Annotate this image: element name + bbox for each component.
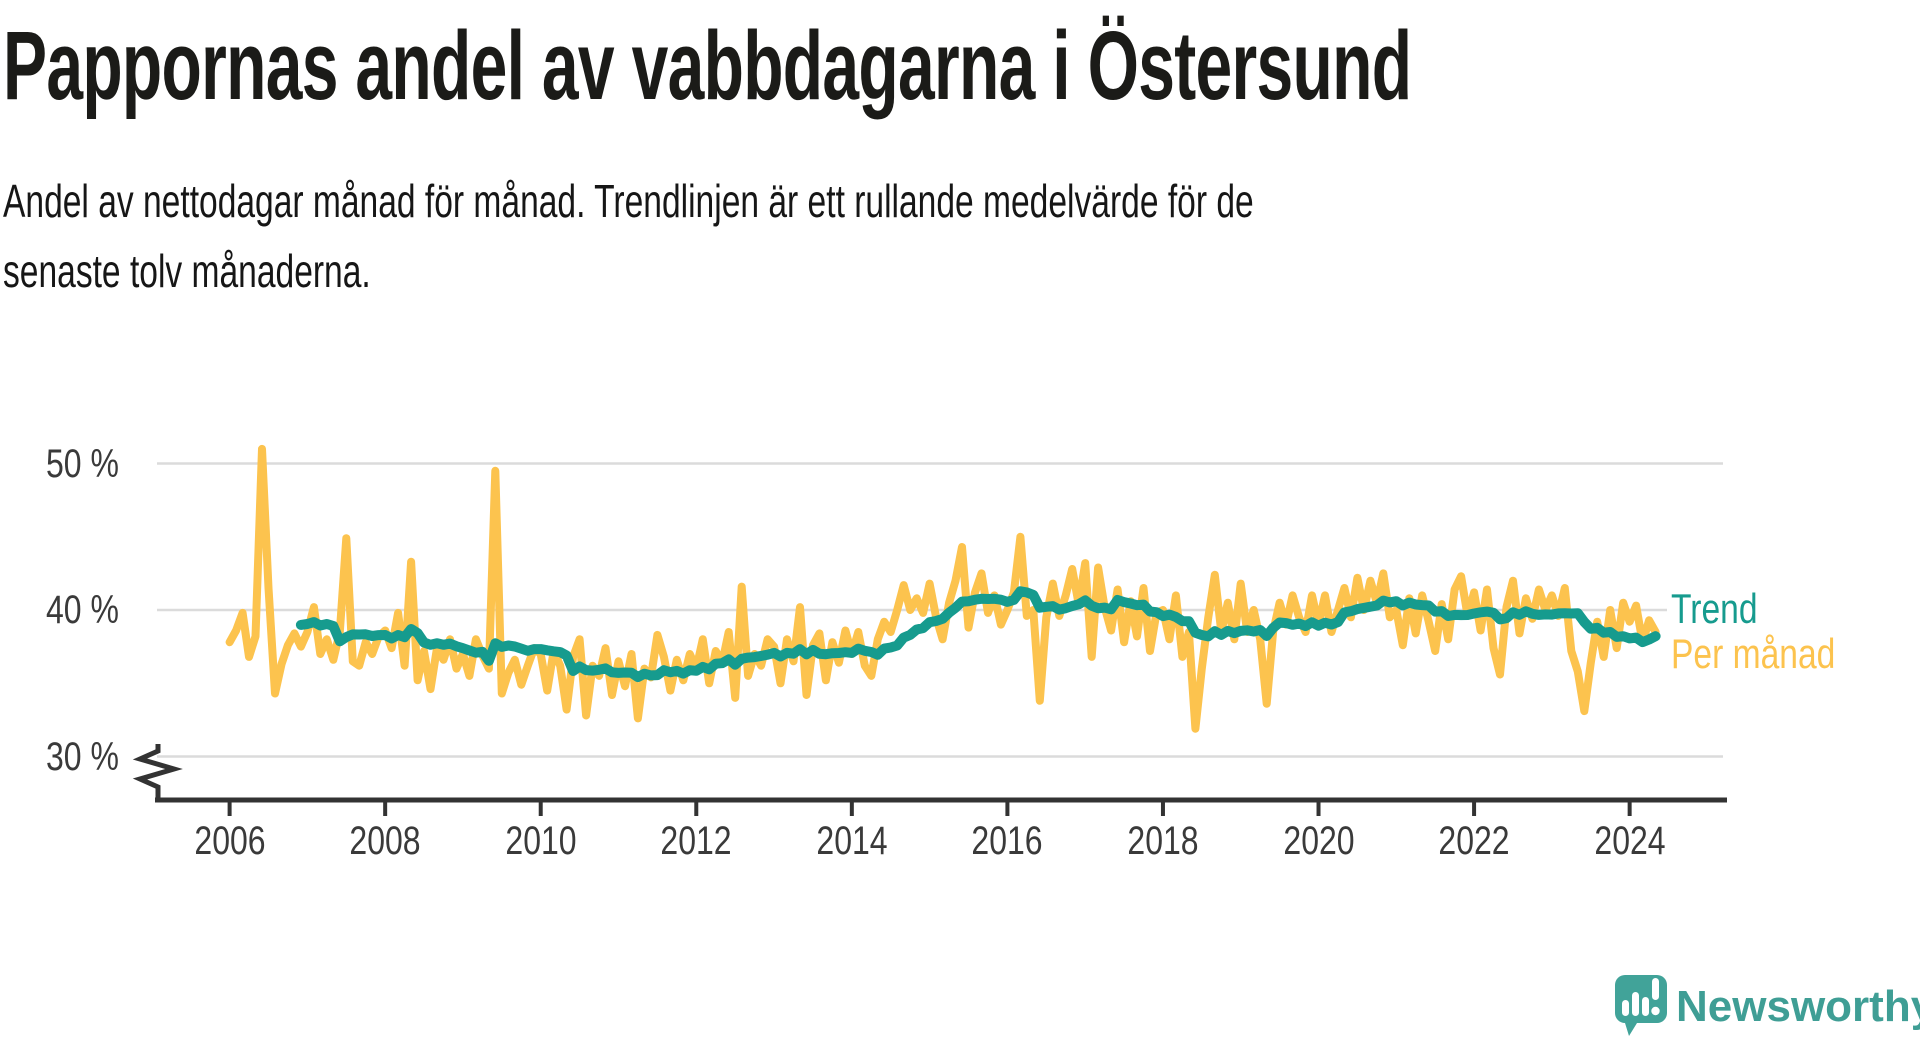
chart-subtitle: Andel av nettodagar månad för månad. Tre…: [3, 166, 1254, 306]
axis-break-zigzag: [132, 744, 183, 798]
x-tick-label-2014: 2014: [816, 819, 888, 863]
x-tick-label-2016: 2016: [971, 819, 1043, 863]
x-tick-label-2020: 2020: [1282, 819, 1355, 863]
x-tick-label-2022: 2022: [1438, 819, 1510, 863]
chart-subtitle-line-2: senaste tolv månaderna.: [3, 245, 371, 297]
x-tick-label-2006: 2006: [193, 819, 266, 863]
newsworthy-wordmark: Newsworthy: [1676, 982, 1920, 1031]
legend-label-per-month: Per månad: [1671, 630, 1836, 677]
x-tick-label-2008: 2008: [349, 819, 421, 863]
x-tick-label-2018: 2018: [1127, 819, 1199, 863]
x-tick-label-2010: 2010: [505, 819, 577, 863]
per-month-line: [225, 444, 1660, 733]
x-tick-label-2024: 2024: [1594, 819, 1666, 863]
legend-label-trend: Trend: [1671, 585, 1758, 632]
y-tick-label-40: 40 %: [46, 588, 119, 632]
page-title: Pappornas andel av vabbdagarna i Östersu…: [3, 11, 1412, 120]
x-tick-label-2012: 2012: [660, 819, 732, 863]
chart-subtitle-line-1: Andel av nettodagar månad för månad. Tre…: [3, 175, 1254, 227]
trend-line: [295, 586, 1661, 683]
y-tick-label-30: 30 %: [46, 734, 119, 779]
newsworthy-logo: Newsworthy: [1612, 974, 1920, 1038]
y-tick-label-50: 50 %: [46, 441, 119, 486]
bar-chart-speech-bubble-icon: [1615, 975, 1667, 1036]
